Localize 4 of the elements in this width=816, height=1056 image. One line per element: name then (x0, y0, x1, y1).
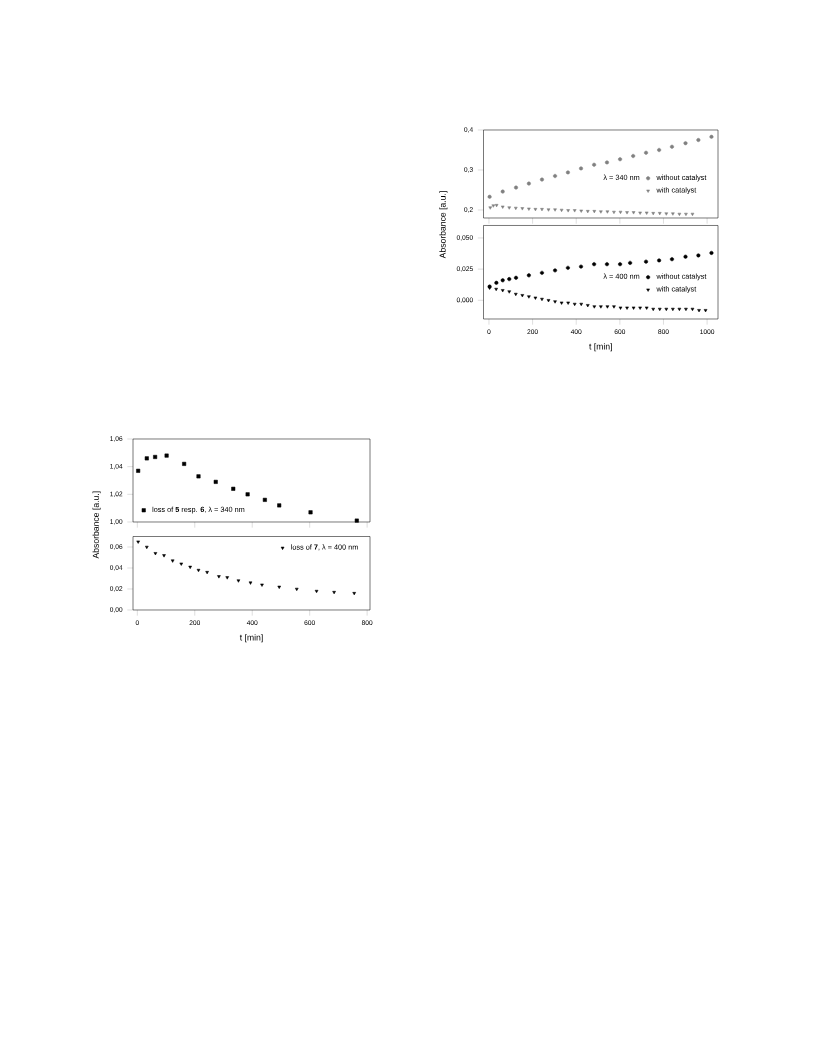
x-axis-title: t [min] (589, 343, 612, 352)
y-axis-title: Absorbance [a.u.] (92, 491, 101, 559)
y-axis-title: Absorbance [a.u.] (439, 191, 448, 259)
x-axis-title: t [min] (239, 634, 263, 643)
